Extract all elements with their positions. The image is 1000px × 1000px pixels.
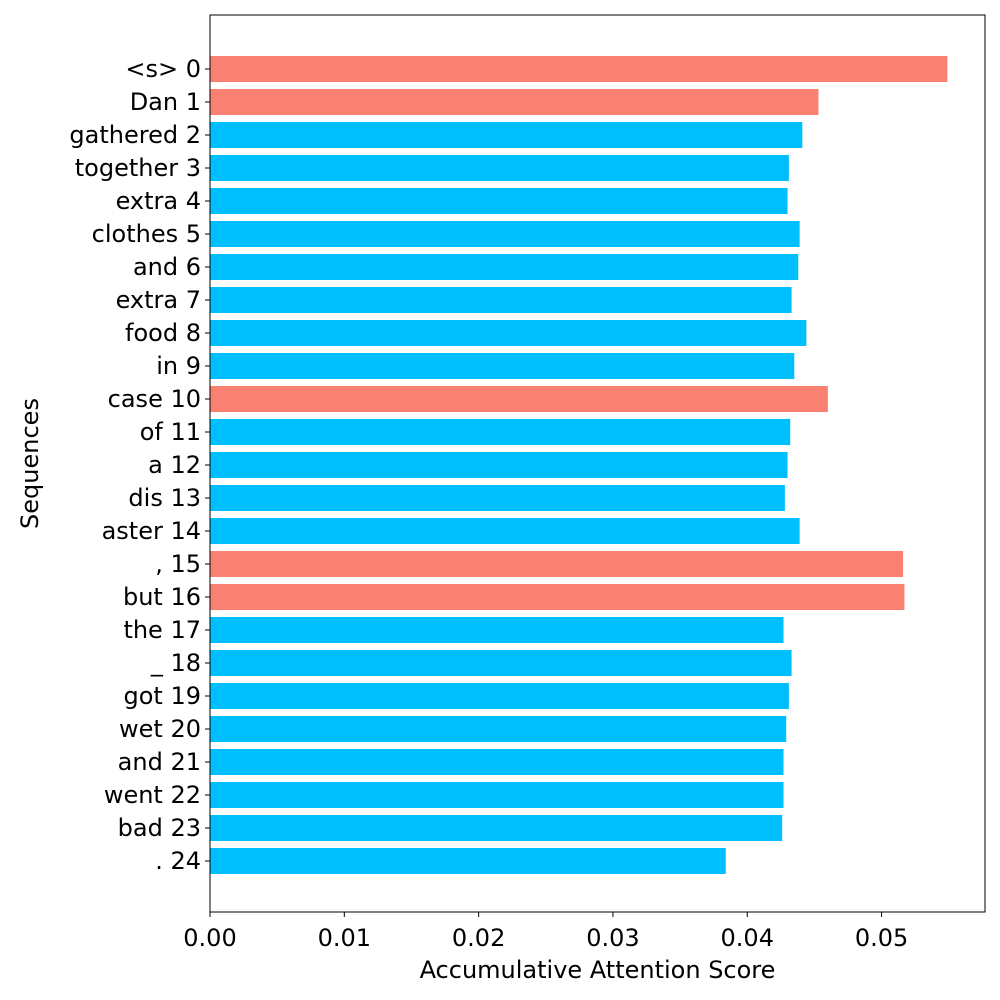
- x-tick-label: 0.03: [586, 924, 639, 952]
- bar-4: [210, 188, 788, 214]
- plot-frame: [209, 14, 986, 913]
- y-tick-labels: <s> 0 Dan 1 gathered 2 together 3 extra 4 clo…: [69, 55, 210, 875]
- y-tick-label: of 11: [140, 418, 201, 446]
- bar-2: [210, 122, 803, 148]
- y-tick-label: , 15: [155, 550, 201, 578]
- bar-17: [210, 617, 784, 643]
- bar-0: [210, 56, 948, 82]
- y-tick-label: case 10: [108, 385, 201, 413]
- bar-7: [210, 287, 792, 313]
- bar-11: [210, 419, 791, 445]
- bar-12: [210, 452, 788, 478]
- x-tick-label: 0.04: [721, 924, 774, 952]
- x-tick-label: 0.02: [452, 924, 505, 952]
- bars-group: [210, 56, 948, 874]
- y-tick-label: Dan 1: [130, 88, 201, 116]
- y-tick-label: extra 4: [116, 187, 201, 215]
- bar-1: [210, 89, 819, 115]
- y-tick-label: together 3: [75, 154, 201, 182]
- bar-22: [210, 782, 784, 808]
- bar-13: [210, 485, 785, 511]
- bar-24: [210, 848, 726, 874]
- y-tick-label: aster 14: [102, 517, 201, 545]
- x-axis-title: Accumulative Attention Score: [420, 956, 776, 984]
- y-tick-label: _ 18: [150, 649, 201, 677]
- y-tick-label: bad 23: [118, 814, 201, 842]
- y-tick-label: a 12: [148, 451, 201, 479]
- bar-19: [210, 683, 789, 709]
- y-tick-label: wet 20: [119, 715, 201, 743]
- y-tick-label: the 17: [123, 616, 201, 644]
- bar-3: [210, 155, 789, 181]
- bar-8: [210, 320, 807, 346]
- y-tick-label: dis 13: [128, 484, 201, 512]
- bar-14: [210, 518, 800, 544]
- y-tick-label: . 24: [155, 847, 201, 875]
- y-tick-label: in 9: [156, 352, 201, 380]
- y-tick-label: got 19: [124, 682, 202, 710]
- x-tick-label: 0.00: [183, 924, 236, 952]
- bar-18: [210, 650, 792, 676]
- y-tick-label: gathered 2: [69, 121, 201, 149]
- bar-10: [210, 386, 828, 412]
- y-tick-label: <s> 0: [125, 55, 201, 83]
- bar-21: [210, 749, 784, 775]
- y-tick-label: extra 7: [116, 286, 201, 314]
- y-tick-label: went 22: [104, 781, 201, 809]
- bar-20: [210, 716, 787, 742]
- bar-6: [210, 254, 799, 280]
- x-tick-labels: 0.00 0.01 0.02 0.03 0.04 0.05: [183, 912, 908, 952]
- y-tick-label: food 8: [125, 319, 201, 347]
- bar-23: [210, 815, 783, 841]
- y-tick-label: and 21: [118, 748, 201, 776]
- bar-16: [210, 584, 905, 610]
- x-tick-label: 0.05: [855, 924, 908, 952]
- y-tick-label: but 16: [123, 583, 201, 611]
- y-tick-label: and 6: [133, 253, 201, 281]
- bar-15: [210, 551, 904, 577]
- x-tick-label: 0.01: [318, 924, 371, 952]
- y-tick-label: clothes 5: [92, 220, 201, 248]
- bar-5: [210, 221, 800, 247]
- bar-9: [210, 353, 795, 379]
- y-axis-title: Sequences: [16, 398, 44, 529]
